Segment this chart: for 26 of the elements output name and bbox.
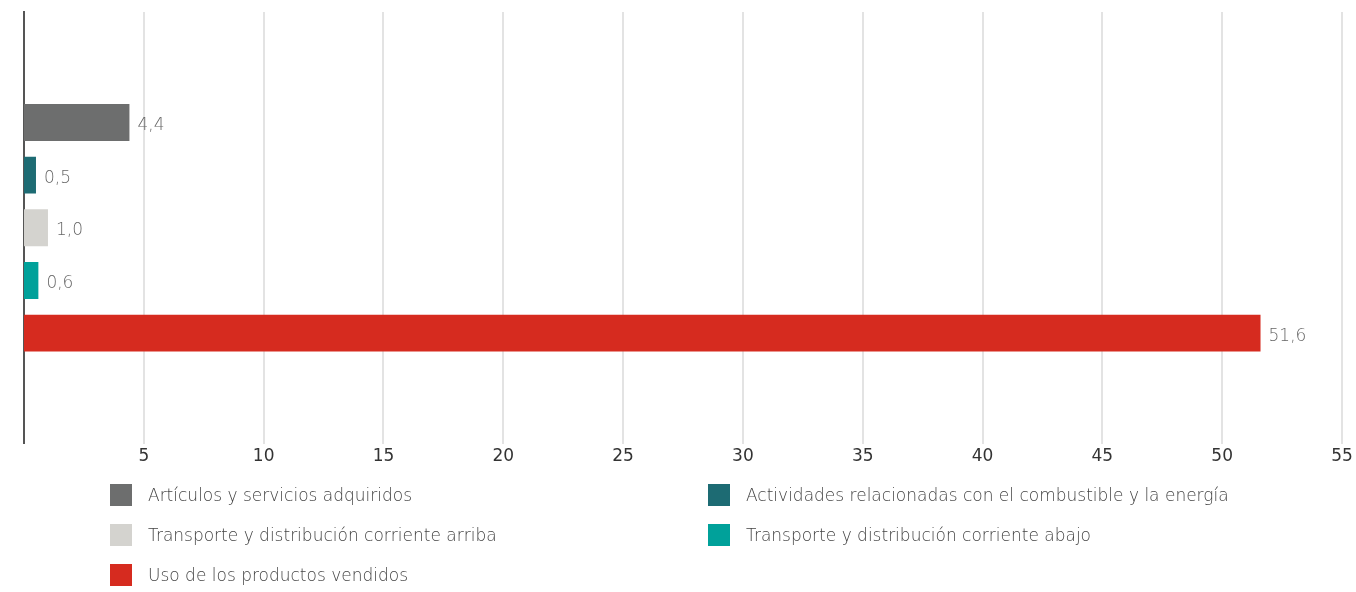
x-tick-label: 15 bbox=[372, 445, 395, 466]
x-tick-label: 25 bbox=[612, 445, 634, 466]
x-tick-label: 35 bbox=[851, 445, 874, 466]
legend-label: Actividades relacionadas con el combustible y la energía bbox=[746, 485, 1229, 505]
data-label: 51,6 bbox=[1268, 324, 1307, 345]
legend-label: Transporte y distribución corriente abajo bbox=[746, 525, 1092, 545]
x-tick-label: 10 bbox=[252, 445, 275, 466]
x-tick-label: 30 bbox=[732, 445, 754, 466]
x-tick-label: 20 bbox=[492, 445, 515, 466]
bar bbox=[24, 209, 48, 247]
bar bbox=[24, 262, 39, 299]
data-label: 0,6 bbox=[46, 271, 74, 292]
data-label: 1,0 bbox=[55, 219, 84, 240]
x-tick-label: 55 bbox=[1331, 445, 1353, 466]
bar bbox=[24, 156, 36, 194]
bar bbox=[24, 314, 1261, 352]
legend-label: Uso de los productos vendidos bbox=[148, 565, 409, 585]
x-tick-label: 40 bbox=[971, 445, 994, 466]
legend-label: Transporte y distribución corriente arriba bbox=[148, 525, 497, 545]
x-tick-label: 50 bbox=[1211, 445, 1233, 466]
legend-label: Artículos y servicios adquiridos bbox=[148, 485, 413, 505]
x-tick-label: 5 bbox=[138, 445, 150, 466]
data-label: 4,4 bbox=[137, 113, 165, 134]
data-label: 0,5 bbox=[43, 166, 72, 187]
x-tick-label: 45 bbox=[1091, 445, 1114, 466]
bar bbox=[24, 104, 130, 141]
